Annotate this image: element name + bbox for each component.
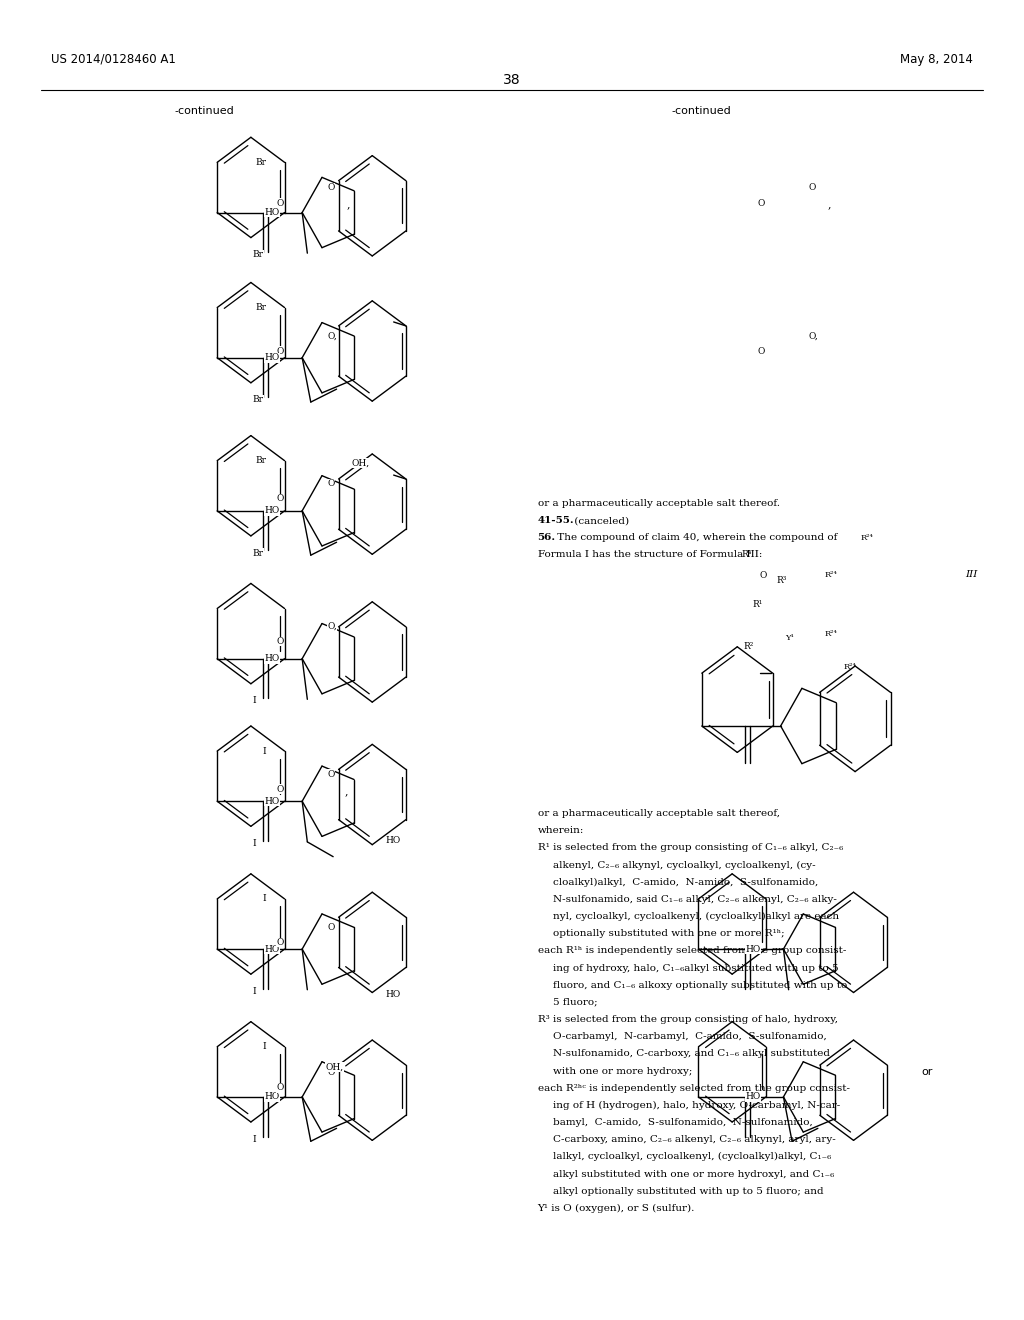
Text: R¹ is selected from the group consisting of C₁₋₆ alkyl, C₂₋₆: R¹ is selected from the group consisting… xyxy=(538,843,843,853)
Text: The compound of claim 40, wherein the compound of: The compound of claim 40, wherein the co… xyxy=(555,533,838,543)
Text: Br: Br xyxy=(253,549,264,557)
Text: HO: HO xyxy=(264,945,280,953)
Text: Formula I has the structure of Formula III:: Formula I has the structure of Formula I… xyxy=(538,550,762,560)
Text: optionally substituted with one or more R¹ʰ;: optionally substituted with one or more … xyxy=(553,929,784,939)
Text: OH,: OH, xyxy=(351,459,370,467)
Text: 5 fluoro;: 5 fluoro; xyxy=(553,998,598,1007)
Text: I: I xyxy=(253,840,257,847)
Text: N-sulfonamido, C-carboxy, and C₁₋₆ alkyl substituted: N-sulfonamido, C-carboxy, and C₁₋₆ alkyl… xyxy=(553,1049,830,1059)
Text: or: or xyxy=(922,1067,933,1077)
Text: nyl, cycloalkyl, cycloalkenyl, (cycloalkyl)alkyl are each: nyl, cycloalkyl, cycloalkenyl, (cycloalk… xyxy=(553,912,839,921)
Text: O: O xyxy=(276,1084,284,1092)
Text: US 2014/0128460 A1: US 2014/0128460 A1 xyxy=(51,53,176,66)
Text: each R¹ʰ is independently selected from the group consist-: each R¹ʰ is independently selected from … xyxy=(538,946,846,956)
Text: alkyl optionally substituted with up to 5 fluoro; and: alkyl optionally substituted with up to … xyxy=(553,1187,823,1196)
Text: O,: O, xyxy=(808,331,818,341)
Text: ,: , xyxy=(828,199,831,210)
Text: alkyl substituted with one or more hydroxyl, and C₁₋₆: alkyl substituted with one or more hydro… xyxy=(553,1170,835,1179)
Text: wherein:: wherein: xyxy=(538,826,584,836)
Text: R⁴: R⁴ xyxy=(741,550,752,558)
Text: O: O xyxy=(276,495,284,503)
Text: fluoro, and C₁₋₆ alkoxy optionally substituted with up to: fluoro, and C₁₋₆ alkoxy optionally subst… xyxy=(553,981,847,990)
Text: OH,: OH, xyxy=(326,1063,344,1072)
Text: O: O xyxy=(327,479,335,488)
Text: I: I xyxy=(253,987,257,995)
Text: O,: O, xyxy=(327,331,337,341)
Text: O: O xyxy=(327,770,335,779)
Text: Br: Br xyxy=(255,457,266,465)
Text: R²⁴: R²⁴ xyxy=(824,570,838,578)
Text: each R²ʰᶜ is independently selected from the group consist-: each R²ʰᶜ is independently selected from… xyxy=(538,1084,850,1093)
Text: N-sulfonamido, said C₁₋₆ alkyl, C₂₋₆ alkenyl, C₂₋₆ alky-: N-sulfonamido, said C₁₋₆ alkyl, C₂₋₆ alk… xyxy=(553,895,837,904)
Text: (canceled): (canceled) xyxy=(571,516,630,525)
Text: O: O xyxy=(276,638,284,645)
Text: HO: HO xyxy=(386,837,400,845)
Text: 41-55.: 41-55. xyxy=(538,516,574,525)
Text: Br: Br xyxy=(253,396,264,404)
Text: O,: O, xyxy=(327,622,337,631)
Text: R¹: R¹ xyxy=(752,601,762,609)
Text: HO: HO xyxy=(264,797,280,805)
Text: Y¹: Y¹ xyxy=(784,635,794,643)
Text: O: O xyxy=(276,939,284,946)
Text: I: I xyxy=(253,1135,257,1143)
Text: or a pharmaceutically acceptable salt thereof.: or a pharmaceutically acceptable salt th… xyxy=(538,499,779,508)
Text: HO: HO xyxy=(264,507,280,515)
Text: O: O xyxy=(276,199,284,207)
Text: O: O xyxy=(327,923,335,932)
Text: O: O xyxy=(327,183,335,193)
Text: 56.: 56. xyxy=(538,533,556,543)
Text: -continued: -continued xyxy=(672,106,731,116)
Text: ,: , xyxy=(347,199,350,210)
Text: HO: HO xyxy=(264,655,280,663)
Text: R²⁴: R²⁴ xyxy=(860,533,873,541)
Text: Y¹ is O (oxygen), or S (sulfur).: Y¹ is O (oxygen), or S (sulfur). xyxy=(538,1204,695,1213)
Text: O: O xyxy=(758,347,765,355)
Text: O: O xyxy=(808,183,816,193)
Text: May 8, 2014: May 8, 2014 xyxy=(900,53,973,66)
Text: R²: R² xyxy=(744,643,755,651)
Text: O: O xyxy=(327,1068,335,1077)
Text: ing of hydroxy, halo, C₁₋₆alkyl substituted with up to 5: ing of hydroxy, halo, C₁₋₆alkyl substitu… xyxy=(553,964,839,973)
Text: R²⁴: R²⁴ xyxy=(844,663,856,671)
Text: or a pharmaceutically acceptable salt thereof,: or a pharmaceutically acceptable salt th… xyxy=(538,809,779,818)
Text: C-carboxy, amino, C₂₋₆ alkenyl, C₂₋₆ alkynyl, aryl, ary-: C-carboxy, amino, C₂₋₆ alkenyl, C₂₋₆ alk… xyxy=(553,1135,836,1144)
Text: Br: Br xyxy=(253,251,264,259)
Text: O: O xyxy=(759,572,767,579)
Text: ing of H (hydrogen), halo, hydroxy, O-carbamyl, N-car-: ing of H (hydrogen), halo, hydroxy, O-ca… xyxy=(553,1101,841,1110)
Text: lalkyl, cycloalkyl, cycloalkenyl, (cycloalkyl)alkyl, C₁₋₆: lalkyl, cycloalkyl, cycloalkenyl, (cyclo… xyxy=(553,1152,831,1162)
Text: ,: , xyxy=(345,785,348,796)
Text: O: O xyxy=(758,199,765,207)
Text: III: III xyxy=(966,570,978,579)
Text: R³ is selected from the group consisting of halo, hydroxy,: R³ is selected from the group consisting… xyxy=(538,1015,838,1024)
Text: I: I xyxy=(262,747,266,755)
Text: Br: Br xyxy=(255,304,266,312)
Text: HO: HO xyxy=(264,1093,280,1101)
Text: bamyl,  C-amido,  S-sulfonamido,  N-sulfonamido,: bamyl, C-amido, S-sulfonamido, N-sulfona… xyxy=(553,1118,813,1127)
Text: O-carbamyl,  N-carbamyl,  C-amido,  S-sulfonamido,: O-carbamyl, N-carbamyl, C-amido, S-sulfo… xyxy=(553,1032,826,1041)
Text: I: I xyxy=(262,1043,266,1051)
Text: I: I xyxy=(262,895,266,903)
Text: HO: HO xyxy=(745,945,761,953)
Text: O: O xyxy=(276,785,284,793)
Text: Br: Br xyxy=(255,158,266,166)
Text: R³: R³ xyxy=(777,577,787,585)
Text: HO: HO xyxy=(264,354,280,362)
Text: I: I xyxy=(253,697,257,705)
Text: O: O xyxy=(276,347,284,355)
Text: cloalkyl)alkyl,  C-amido,  N-amido,  S-sulfonamido,: cloalkyl)alkyl, C-amido, N-amido, S-sulf… xyxy=(553,878,818,887)
Text: with one or more hydroxy;: with one or more hydroxy; xyxy=(553,1067,692,1076)
Text: -continued: -continued xyxy=(175,106,234,116)
Text: HO: HO xyxy=(264,209,280,216)
Text: HO: HO xyxy=(745,1093,761,1101)
Text: alkenyl, C₂₋₆ alkynyl, cycloalkyl, cycloalkenyl, (cy-: alkenyl, C₂₋₆ alkynyl, cycloalkyl, cyclo… xyxy=(553,861,815,870)
Text: 38: 38 xyxy=(503,73,521,87)
Text: R²⁴: R²⁴ xyxy=(824,630,838,638)
Text: HO: HO xyxy=(386,990,400,998)
